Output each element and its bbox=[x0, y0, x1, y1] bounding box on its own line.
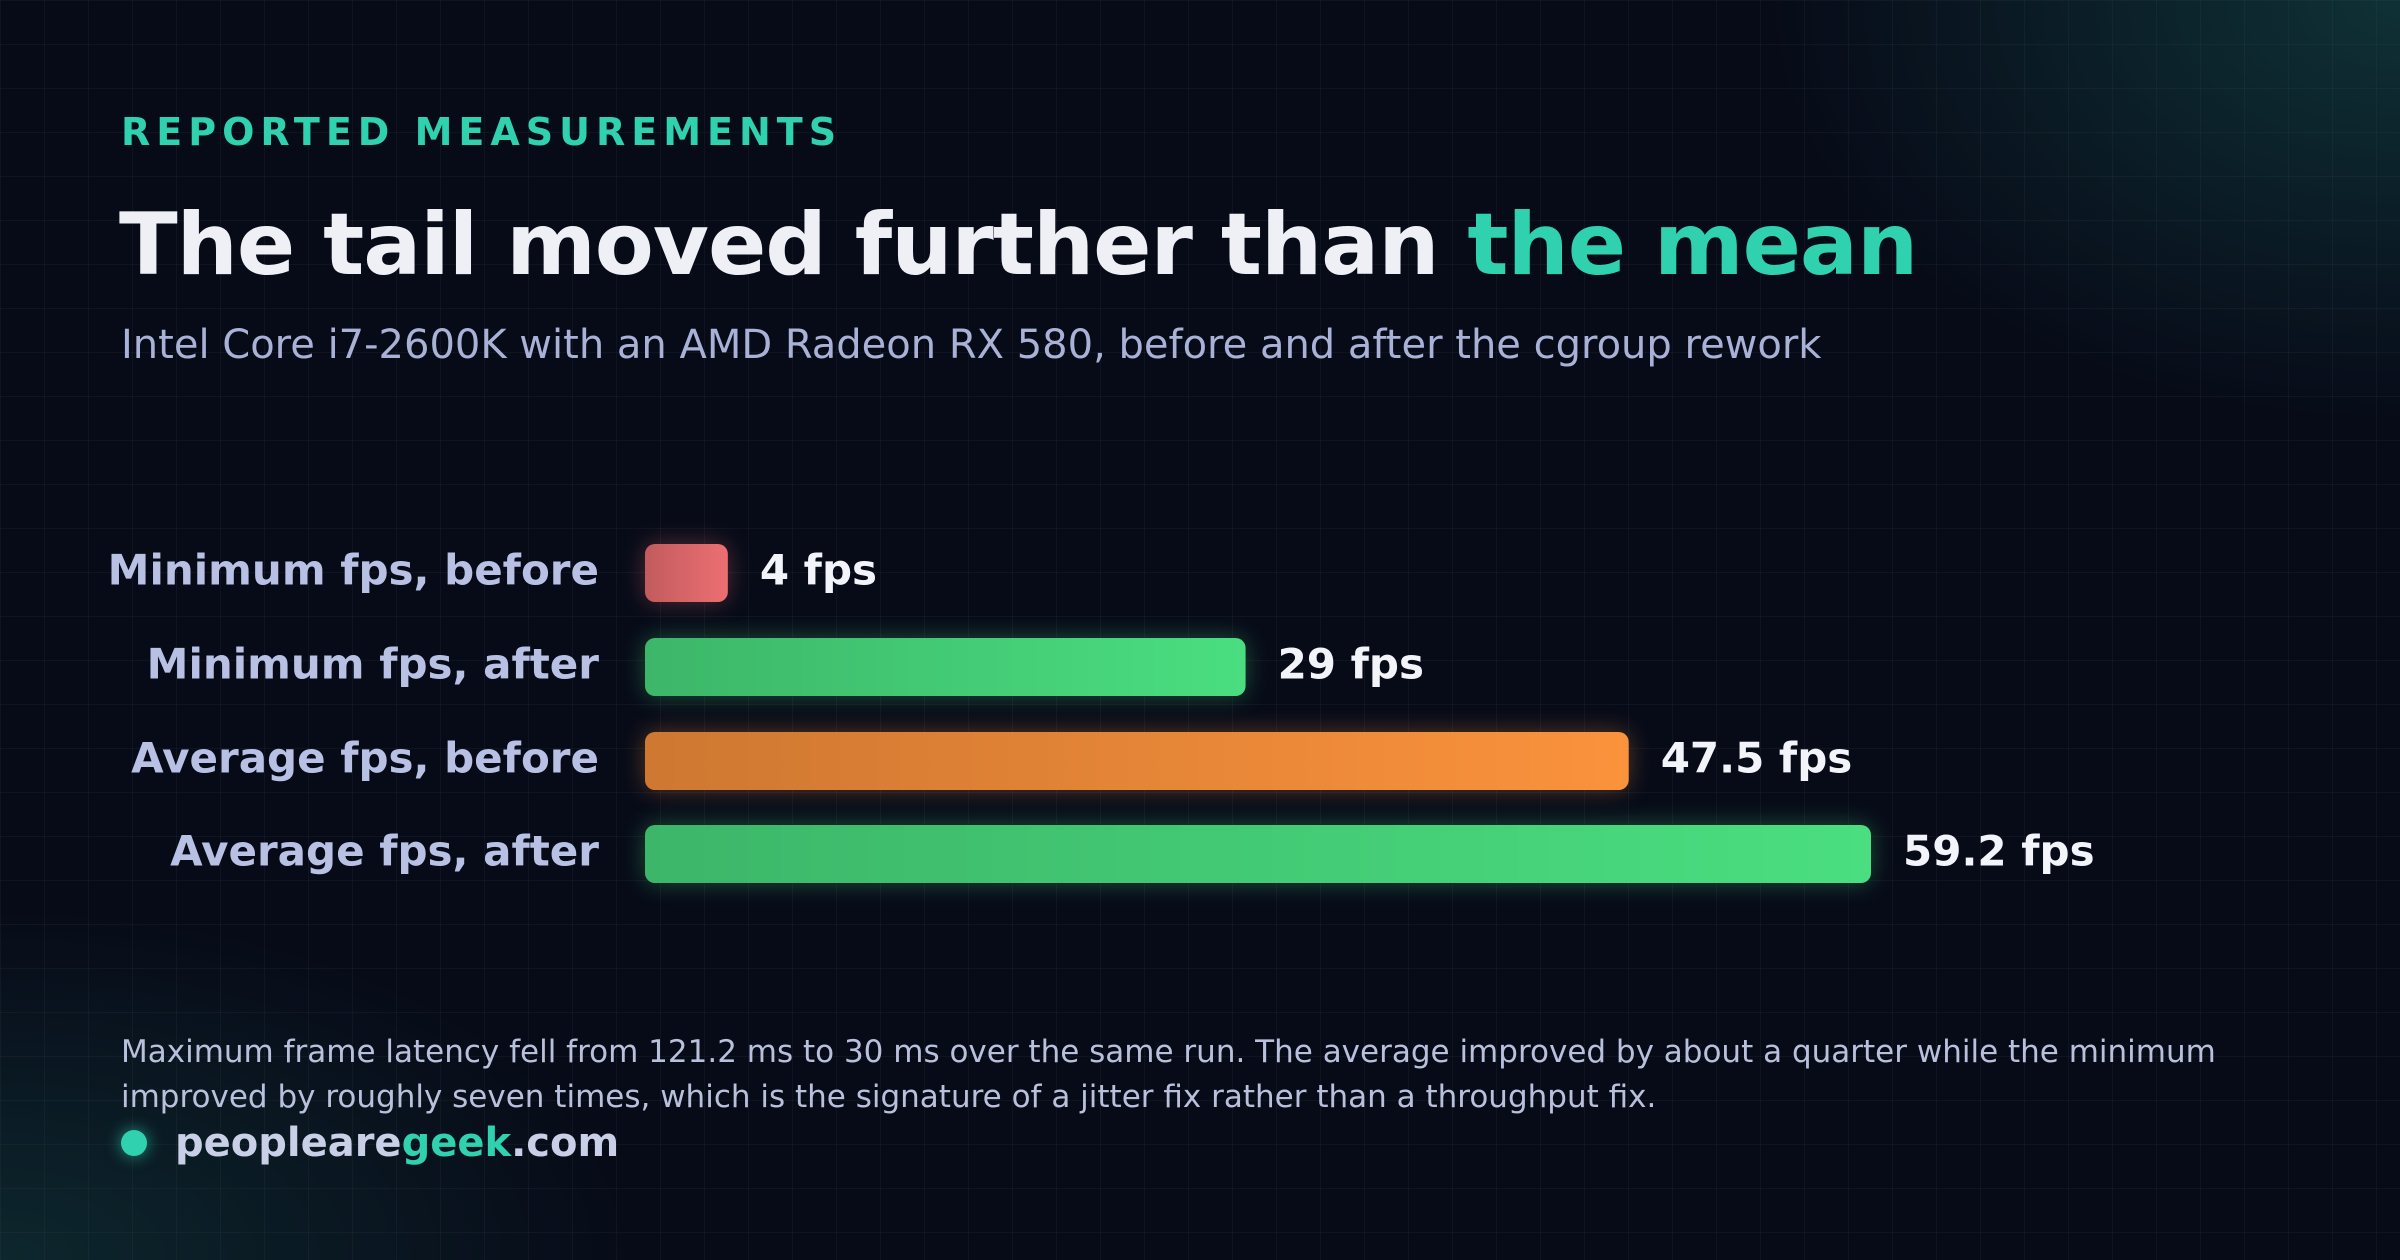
title-text: The tail moved further than bbox=[119, 195, 1468, 295]
brand-part: .com bbox=[511, 1120, 620, 1166]
eyebrow: REPORTED MEASUREMENTS bbox=[121, 110, 843, 154]
bar-shade bbox=[645, 544, 728, 602]
bar-shade bbox=[645, 638, 1246, 696]
value-label: 47.5 fps bbox=[1661, 734, 1853, 783]
chart-title: The tail moved further than the mean bbox=[119, 195, 1918, 295]
subtitle: Intel Core i7-2600K with an AMD Radeon R… bbox=[121, 322, 1822, 368]
value-label: 59.2 fps bbox=[1903, 827, 2095, 876]
brand: peopleare geek .com bbox=[121, 1120, 619, 1166]
category-label: Minimum fps, before bbox=[108, 546, 599, 595]
category-label: Average fps, after bbox=[170, 827, 599, 876]
brand-dot bbox=[121, 1130, 147, 1156]
note: Maximum frame latency fell from 121.2 ms… bbox=[121, 1034, 2216, 1115]
category-label: Average fps, before bbox=[131, 734, 599, 783]
brand-highlight: geek bbox=[401, 1120, 512, 1166]
brand-part: peopleare bbox=[175, 1120, 402, 1166]
bar-shade bbox=[645, 825, 1871, 883]
value-label: 4 fps bbox=[760, 546, 877, 595]
category-label: Minimum fps, after bbox=[147, 640, 600, 689]
title-highlight: the mean bbox=[1467, 195, 1918, 295]
bar-shade bbox=[645, 732, 1629, 790]
value-label: 29 fps bbox=[1278, 640, 1424, 689]
